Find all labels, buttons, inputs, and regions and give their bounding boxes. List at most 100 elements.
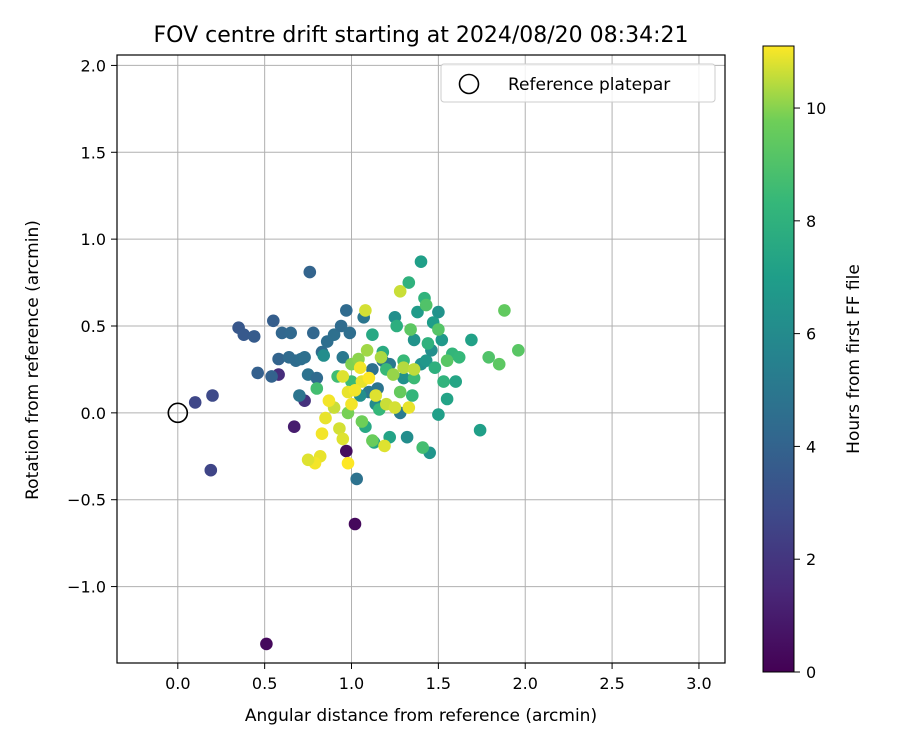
legend: Reference platepar	[440, 63, 716, 103]
scatter-point	[419, 354, 433, 368]
legend-box	[440, 63, 716, 103]
scatter-point	[366, 328, 379, 342]
scatter-point	[421, 337, 435, 350]
scatter-point	[315, 427, 329, 441]
scatter-point	[428, 361, 442, 375]
scatter-point	[303, 265, 317, 279]
colorbar-tick-label: 4	[806, 437, 816, 456]
scatter-point	[406, 389, 419, 402]
scatter-point	[298, 351, 311, 364]
legend-marker-icon	[458, 73, 480, 95]
scatter-point	[348, 517, 362, 531]
y-axis-ticks: −1.0 −0.5 0.0 0.5 1.0 1.5 2.0	[67, 56, 117, 597]
x-tick-label: 1.0	[339, 674, 364, 693]
scatter-point	[407, 371, 421, 385]
scatter-point	[204, 463, 218, 477]
scatter-point	[512, 344, 525, 357]
x-tick-label: 0.5	[252, 674, 277, 693]
scatter-point	[362, 371, 376, 385]
scatter-point	[251, 366, 264, 380]
scatter-point	[432, 408, 445, 421]
scatter-point	[440, 354, 454, 368]
scatter-point	[307, 326, 320, 340]
scatter-point	[260, 637, 273, 651]
colorbar-gradient	[762, 45, 795, 673]
scatter-point	[348, 384, 362, 397]
plot-area	[116, 54, 726, 664]
scatter-point	[402, 401, 416, 414]
scatter-point	[333, 422, 346, 435]
scatter-point	[319, 411, 332, 425]
scatter-point	[284, 326, 298, 340]
x-axis-label: Angular distance from reference (arcmin)	[245, 706, 597, 726]
scatter-point	[407, 363, 421, 376]
scatter-point	[435, 333, 449, 347]
x-axis-ticks: 0.0 0.5 1.0 1.5 2.0 2.5 3.0	[165, 663, 712, 693]
y-tick-label: −1.0	[67, 578, 106, 597]
scatter-point	[275, 326, 289, 340]
x-tick-label: 2.5	[599, 674, 624, 693]
scatter-point	[366, 434, 379, 447]
plot-frame	[116, 54, 726, 664]
scatter-point	[437, 375, 450, 388]
scatter-point	[353, 361, 367, 375]
scatter-point	[407, 333, 421, 347]
scatter-point	[293, 389, 306, 402]
scatter-point	[378, 439, 391, 453]
scatter-point	[301, 453, 315, 467]
x-tick-label: 2.0	[513, 674, 538, 693]
colorbar: 0 2 4 6 8 10 Hours from first FF file	[762, 45, 864, 682]
x-tick-label: 3.0	[686, 674, 711, 693]
scatter-point	[336, 432, 350, 446]
y-tick-label: −0.5	[67, 491, 106, 510]
scatter-point	[402, 276, 416, 289]
scatter-point	[393, 385, 407, 399]
scatter-point	[449, 375, 463, 388]
scatter-point	[360, 344, 374, 357]
scatter-point	[188, 396, 202, 409]
scatter-point	[336, 351, 350, 364]
scatter-point	[340, 304, 353, 317]
scatter-point	[432, 305, 445, 319]
scatter-point	[482, 351, 496, 364]
scatter-point	[492, 357, 506, 371]
scatter-point	[498, 304, 511, 317]
scatter-point	[452, 351, 466, 364]
scatter-point	[343, 326, 357, 340]
scatter-point	[411, 305, 424, 319]
scatter-series	[188, 255, 525, 651]
y-tick-label: 2.0	[81, 56, 106, 75]
scatter-point	[359, 304, 372, 317]
scatter-point	[390, 319, 404, 333]
colorbar-tick-label: 8	[806, 212, 816, 231]
colorbar-tick-label: 2	[806, 550, 816, 569]
x-tick-label: 1.5	[426, 674, 451, 693]
scatter-point	[317, 349, 331, 362]
legend-entry-label: Reference platepar	[508, 75, 670, 95]
scatter-point	[247, 330, 261, 343]
reference-platepar-marker	[167, 402, 189, 424]
scatter-point	[397, 371, 410, 385]
chart-title: FOV centre drift starting at 2024/08/20 …	[154, 23, 689, 48]
scatter-point	[336, 370, 350, 383]
scatter-point	[265, 370, 278, 383]
scatter-point	[341, 456, 355, 470]
y-tick-label: 1.5	[81, 143, 106, 162]
scatter-point	[206, 389, 219, 402]
scatter-point	[388, 401, 402, 414]
colorbar-tick-label: 0	[806, 663, 816, 682]
scatter-point	[419, 298, 433, 312]
scatter-point	[393, 285, 407, 298]
scatter-point	[404, 323, 417, 336]
scatter-point	[432, 323, 445, 336]
x-tick-label: 0.0	[165, 674, 190, 693]
scatter-point	[414, 255, 428, 268]
scatter-point	[369, 389, 383, 402]
y-tick-label: 1.0	[81, 230, 106, 249]
colorbar-ticks: 0 2 4 6 8 10	[794, 99, 826, 682]
y-axis-label: Rotation from reference (arcmin)	[23, 220, 43, 500]
scatter-point	[327, 328, 341, 342]
scatter-point	[473, 423, 487, 437]
scatter-point	[272, 352, 285, 366]
